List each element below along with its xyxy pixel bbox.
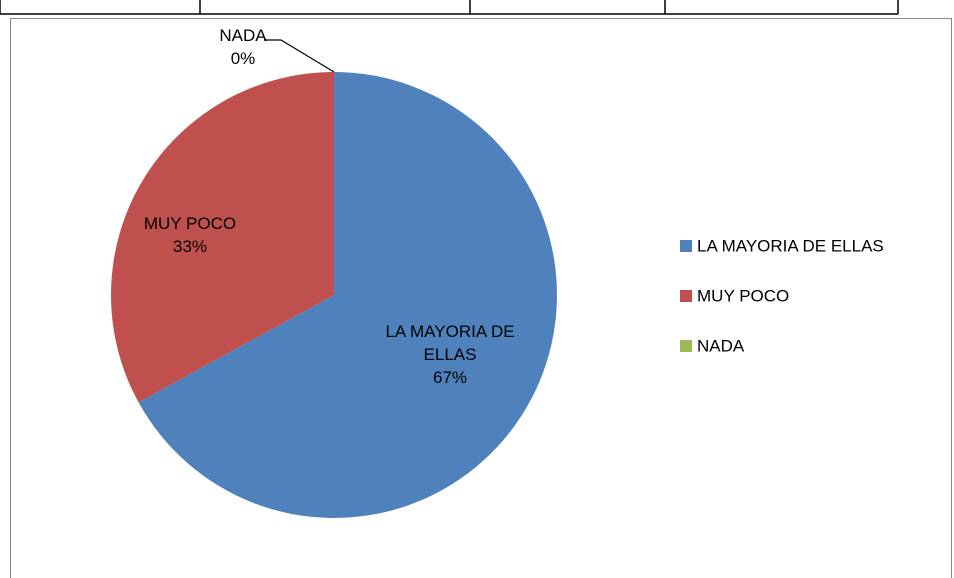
legend-swatch [680,290,692,302]
pie-slice [138,72,557,518]
legend-swatch [680,240,692,252]
legend-label: LA MAYORIA DE ELLAS [697,236,884,255]
label-value: 67% [432,368,468,387]
label-category: LA MAYORIA DE ELLAS [385,322,515,364]
legend-label: MUY POCO [697,286,789,305]
pie-slice [110,72,334,403]
data-label: MUY POCO 33% [120,212,260,258]
leader-line [264,39,335,73]
legend: LA MAYORIA DE ELLAS MUY POCO NADA [680,236,884,355]
label-value: 33% [172,237,208,256]
label-category: NADA [219,26,267,45]
data-label: LA MAYORIA DE ELLAS 67% [360,320,540,389]
data-label: NADA 0% [200,24,286,70]
legend-swatch [680,340,692,352]
legend-label: NADA [697,336,745,355]
table-row [0,0,899,15]
label-value: 0% [230,49,256,68]
pie [110,72,557,518]
label-category: MUY POCO [143,214,237,233]
